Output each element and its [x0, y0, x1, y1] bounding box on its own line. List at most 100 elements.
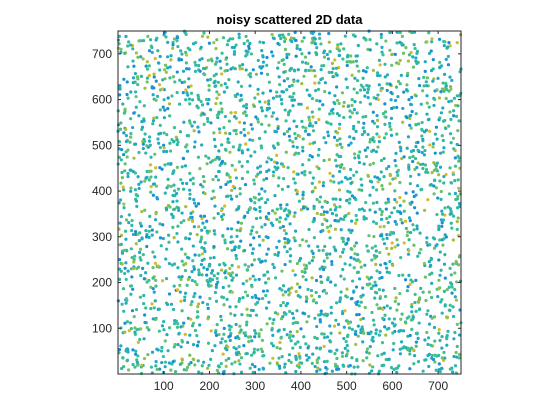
scatter-point: [378, 329, 382, 333]
scatter-point: [139, 224, 143, 228]
scatter-point: [293, 239, 297, 243]
scatter-point: [377, 333, 381, 337]
scatter-point: [293, 38, 298, 42]
scatter-point: [337, 101, 341, 106]
x-tick-label: 700: [428, 379, 448, 393]
scatter-point: [396, 302, 401, 306]
scatter-point: [278, 340, 282, 345]
scatter-point: [193, 280, 197, 284]
scatter-point: [311, 255, 316, 259]
scatter-point: [142, 104, 146, 108]
scatter-point: [252, 258, 257, 262]
scatter-point: [356, 365, 360, 369]
scatter-point: [158, 367, 162, 371]
scatter-point: [438, 65, 442, 69]
scatter-point: [177, 332, 181, 336]
scatter-point: [346, 333, 350, 337]
scatter-point: [424, 170, 428, 174]
scatter-point: [129, 43, 133, 47]
scatter-point: [267, 300, 271, 304]
scatter-point: [452, 354, 456, 359]
scatter-point: [344, 77, 348, 81]
scatter-point: [296, 68, 300, 72]
scatter-point: [384, 132, 388, 136]
scatter-point: [257, 332, 261, 336]
scatter-point: [431, 67, 435, 71]
scatter-point: [143, 313, 147, 317]
scatter-point: [288, 259, 292, 263]
scatter-point: [350, 98, 354, 102]
scatter-point: [380, 275, 384, 280]
scatter-point: [191, 259, 195, 263]
scatter-point: [153, 261, 158, 265]
scatter-point: [316, 366, 320, 370]
scatter-point: [155, 115, 159, 120]
scatter-point: [124, 277, 128, 281]
scatter-point: [216, 80, 220, 84]
scatter-point: [380, 50, 384, 54]
scatter-point: [277, 356, 281, 360]
scatter-point: [410, 302, 414, 307]
scatter-point: [258, 205, 262, 209]
scatter-point: [377, 287, 382, 292]
scatter-point: [430, 354, 434, 358]
scatter-point: [193, 363, 197, 367]
scatter-point: [226, 137, 230, 141]
scatter-point: [411, 190, 415, 194]
scatter-point: [379, 32, 383, 37]
scatter-point: [192, 201, 197, 205]
scatter-point: [182, 187, 186, 191]
scatter-point: [272, 318, 276, 322]
scatter-point: [300, 171, 304, 175]
scatter-point: [409, 346, 414, 350]
scatter-point: [394, 222, 399, 226]
scatter-point: [233, 360, 237, 364]
scatter-point: [166, 96, 170, 100]
scatter-point: [355, 313, 359, 317]
scatter-point: [413, 300, 417, 305]
scatter-point: [335, 348, 339, 352]
scatter-point: [408, 230, 413, 235]
scatter-point: [318, 267, 322, 271]
scatter-point: [182, 298, 187, 302]
scatter-point: [234, 305, 238, 309]
scatter-point: [345, 287, 349, 291]
scatter-point: [315, 336, 319, 341]
scatter-point: [275, 94, 279, 99]
scatter-point: [335, 73, 339, 77]
scatter-point: [235, 228, 239, 232]
scatter-point: [436, 196, 440, 200]
scatter-point: [400, 221, 404, 225]
scatter-point: [391, 348, 395, 352]
scatter-point: [186, 255, 190, 260]
scatter-point: [350, 103, 354, 107]
scatter-point: [199, 262, 204, 267]
scatter-point: [193, 253, 197, 257]
scatter-point: [420, 120, 424, 125]
scatter-point: [243, 290, 248, 294]
scatter-point: [234, 257, 239, 261]
scatter-point: [276, 66, 280, 70]
scatter-point: [366, 146, 370, 150]
scatter-point: [350, 247, 354, 251]
scatter-point: [184, 98, 188, 102]
scatter-point: [317, 147, 321, 152]
scatter-point: [133, 254, 137, 258]
scatter-point: [440, 224, 444, 228]
scatter-point: [390, 106, 394, 111]
scatter-point: [212, 81, 216, 85]
scatter-point: [210, 349, 214, 353]
scatter-point: [393, 176, 397, 180]
scatter-point: [294, 289, 298, 294]
scatter-point: [278, 366, 282, 370]
scatter-point: [297, 151, 301, 155]
scatter-point: [224, 276, 228, 280]
scatter-point: [304, 295, 309, 299]
scatter-point: [323, 217, 327, 221]
scatter-point: [126, 368, 131, 372]
scatter-point: [393, 52, 397, 57]
scatter-point: [148, 214, 152, 218]
scatter-point: [141, 39, 146, 43]
scatter-point: [237, 245, 241, 250]
scatter-point: [145, 76, 150, 80]
